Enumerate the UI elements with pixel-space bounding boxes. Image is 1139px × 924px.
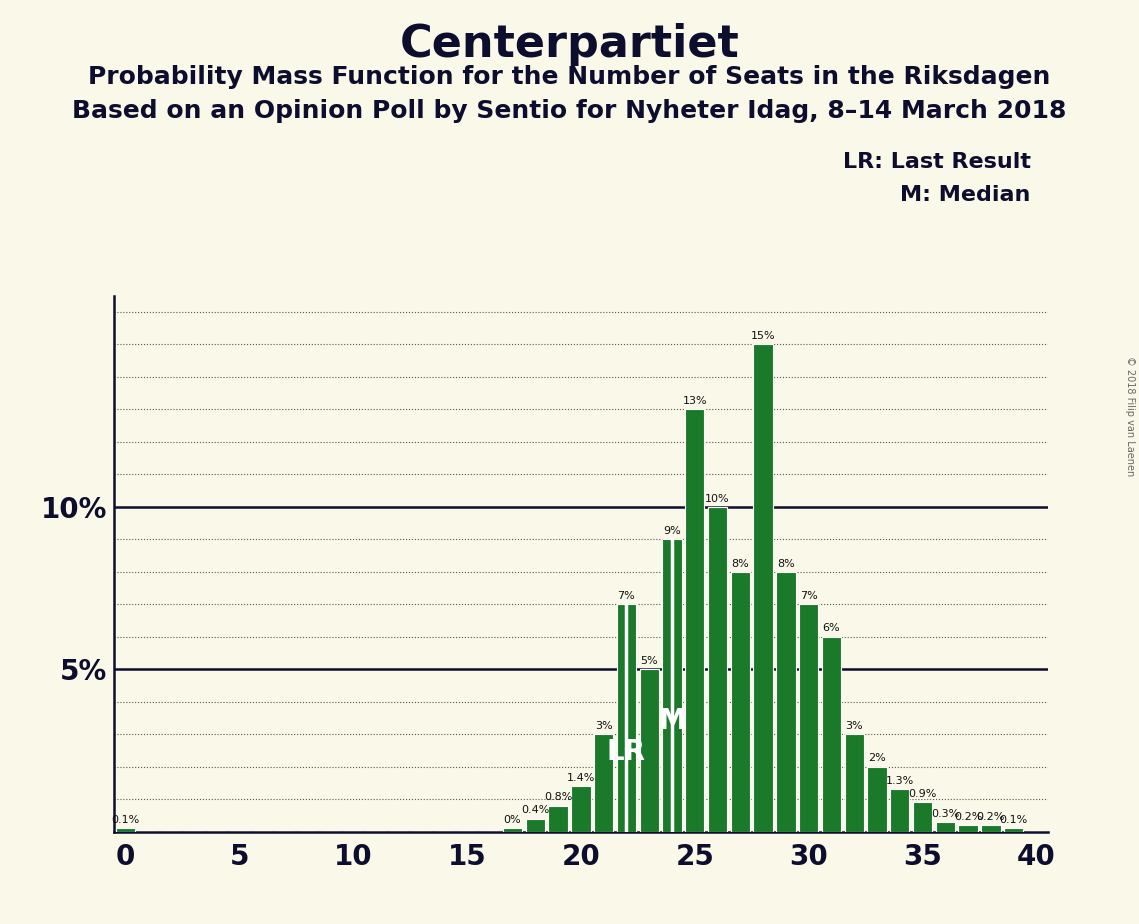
Text: 0.2%: 0.2%: [977, 812, 1005, 821]
Bar: [730, 572, 749, 832]
Text: 8%: 8%: [777, 558, 795, 568]
Text: 8%: 8%: [731, 558, 749, 568]
Bar: [776, 572, 795, 832]
Text: 7%: 7%: [800, 591, 818, 601]
Text: 1.3%: 1.3%: [886, 776, 913, 786]
Bar: [571, 786, 590, 832]
Text: 0.9%: 0.9%: [909, 789, 936, 799]
Text: 2%: 2%: [868, 753, 886, 763]
Bar: [685, 409, 704, 832]
Text: LR: Last Result: LR: Last Result: [843, 152, 1031, 173]
Text: 0.1%: 0.1%: [112, 815, 139, 825]
Text: 13%: 13%: [682, 396, 707, 407]
Text: 7%: 7%: [617, 591, 636, 601]
Text: © 2018 Filip van Laenen: © 2018 Filip van Laenen: [1125, 356, 1134, 476]
Bar: [958, 825, 977, 832]
Bar: [595, 735, 613, 832]
Text: 0.8%: 0.8%: [544, 793, 572, 802]
Text: 10%: 10%: [705, 493, 730, 504]
Text: 0.3%: 0.3%: [932, 808, 959, 819]
Text: M: M: [658, 707, 686, 735]
Bar: [868, 767, 886, 832]
Bar: [912, 802, 932, 832]
Text: 0.2%: 0.2%: [954, 812, 982, 821]
Bar: [616, 604, 636, 832]
Text: 9%: 9%: [663, 526, 681, 536]
Text: LR: LR: [607, 738, 646, 766]
Text: 0%: 0%: [503, 815, 522, 825]
Text: 15%: 15%: [751, 331, 776, 341]
Bar: [981, 825, 1000, 832]
Bar: [821, 637, 841, 832]
Bar: [639, 669, 658, 832]
Text: 3%: 3%: [845, 721, 863, 731]
Text: Probability Mass Function for the Number of Seats in the Riksdagen: Probability Mass Function for the Number…: [89, 65, 1050, 89]
Bar: [844, 735, 863, 832]
Bar: [662, 540, 681, 832]
Bar: [936, 821, 954, 832]
Text: Centerpartiet: Centerpartiet: [400, 23, 739, 67]
Text: Based on an Opinion Poll by Sentio for Nyheter Idag, 8–14 March 2018: Based on an Opinion Poll by Sentio for N…: [72, 99, 1067, 123]
Bar: [549, 806, 568, 832]
Bar: [707, 506, 727, 832]
Text: 3%: 3%: [595, 721, 613, 731]
Bar: [753, 345, 772, 832]
Text: 1.4%: 1.4%: [567, 772, 595, 783]
Bar: [116, 828, 134, 832]
Text: 5%: 5%: [640, 656, 658, 666]
Text: 0.1%: 0.1%: [1000, 815, 1027, 825]
Bar: [525, 819, 544, 832]
Text: 0.4%: 0.4%: [522, 806, 549, 815]
Text: 6%: 6%: [822, 624, 841, 634]
Bar: [891, 789, 909, 832]
Text: M: Median: M: Median: [901, 185, 1031, 205]
Bar: [503, 828, 522, 832]
Bar: [798, 604, 818, 832]
Bar: [1005, 828, 1023, 832]
